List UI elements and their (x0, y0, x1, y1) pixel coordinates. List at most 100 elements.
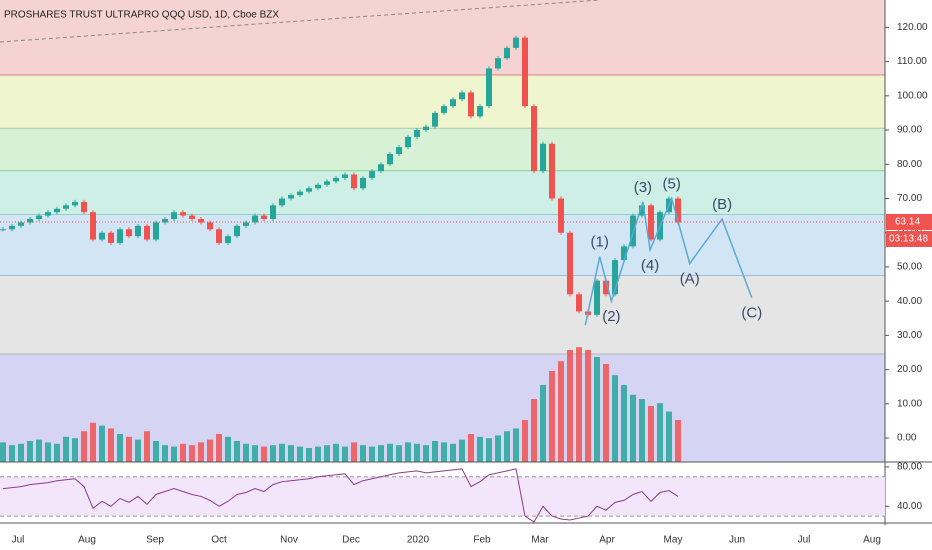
candle (63, 205, 69, 209)
candle (216, 229, 222, 243)
candle (153, 222, 159, 240)
wave-label: (B) (712, 196, 732, 213)
candle (72, 201, 78, 206)
rsi-line (2, 468, 679, 523)
volume-bar (9, 445, 15, 462)
volume-bar (333, 443, 339, 462)
candle (414, 130, 420, 137)
volume-bar (27, 441, 33, 462)
candle (18, 222, 24, 226)
candle (36, 215, 42, 220)
candle (279, 198, 285, 206)
rsi-tick-label: 40.00 (897, 501, 922, 512)
volume-bar (99, 425, 105, 462)
y-tick-label: 30.00 (897, 330, 922, 341)
volume-bar (504, 431, 510, 462)
fib-bands (0, 0, 885, 462)
candle (351, 174, 357, 189)
candle (594, 280, 600, 315)
fib-band (0, 171, 885, 215)
volume-bar (657, 403, 663, 462)
candle (288, 195, 294, 199)
fib-band (0, 75, 885, 129)
volume-bar (225, 436, 231, 462)
candle (135, 225, 141, 237)
volume-bar (54, 443, 60, 462)
candle (126, 229, 132, 237)
candle (549, 143, 555, 199)
volume-bar (468, 434, 474, 462)
y-tick-label: 0.00 (897, 433, 917, 444)
candle (117, 229, 123, 243)
candle (90, 212, 96, 240)
volume-bar (234, 441, 240, 462)
y-tick-label: 120.00 (897, 22, 928, 33)
volume-bar (459, 439, 465, 462)
volume-bar (108, 428, 114, 462)
candle (495, 58, 501, 69)
wave-label: (1) (591, 234, 609, 251)
volume-bar (0, 442, 6, 462)
volume-bar (126, 436, 132, 462)
candle (144, 225, 150, 240)
volume-bar (81, 431, 87, 462)
volume-bar (603, 364, 609, 462)
candle (405, 136, 411, 148)
candle (27, 219, 33, 223)
candle (621, 246, 627, 261)
candle (603, 280, 609, 295)
chart-title: PROSHARES TRUST ULTRAPRO QQQ USD, 1D, Cb… (4, 10, 279, 21)
candle (360, 177, 366, 189)
wave-label: (4) (641, 257, 659, 274)
x-tick-label: Feb (473, 535, 491, 546)
candle (81, 201, 87, 213)
volume-bar (432, 441, 438, 462)
candle (387, 154, 393, 165)
y-tick-label: 70.00 (897, 193, 922, 204)
volume-bar (279, 443, 285, 462)
volume-bar (648, 406, 654, 462)
candle (639, 205, 645, 216)
candle (306, 188, 312, 192)
candle (270, 205, 276, 220)
volume-bar (630, 394, 636, 462)
candle (198, 219, 204, 223)
wave-label: (3) (634, 179, 652, 196)
candle (9, 225, 15, 230)
volume-bar (387, 443, 393, 462)
volume-bar (378, 445, 384, 462)
candle (513, 37, 519, 48)
fib-band (0, 128, 885, 172)
volume-bar (144, 431, 150, 462)
candle (234, 225, 240, 237)
y-tick-label: 40.00 (897, 296, 922, 307)
candle (99, 232, 105, 240)
x-tick-label: Nov (280, 535, 298, 546)
candle (162, 219, 168, 223)
volume-bar (396, 445, 402, 462)
volume-bar (180, 443, 186, 462)
volume-bar (162, 445, 168, 462)
volume-bar (72, 438, 78, 462)
volume-bar (522, 420, 528, 462)
candle (450, 99, 456, 107)
candle (108, 232, 114, 243)
volume-bar (153, 441, 159, 462)
rsi-tick-label: 80.00 (897, 462, 922, 473)
candle (567, 232, 573, 295)
volume-bar (306, 448, 312, 462)
wave-label: (C) (741, 305, 762, 322)
candle (468, 92, 474, 117)
y-tick-label: 20.00 (897, 364, 922, 375)
last-price-box (886, 213, 932, 230)
volume-bar (198, 442, 204, 462)
volume-bar (270, 445, 276, 462)
last-price-label: 63.14 (895, 217, 920, 228)
volume-bar (585, 350, 591, 462)
volume-bar (45, 442, 51, 462)
volume-bar (243, 443, 249, 462)
candle (261, 215, 267, 220)
candle (0, 229, 6, 231)
x-tick-label: Dec (342, 535, 360, 546)
volume-bar (414, 443, 420, 462)
